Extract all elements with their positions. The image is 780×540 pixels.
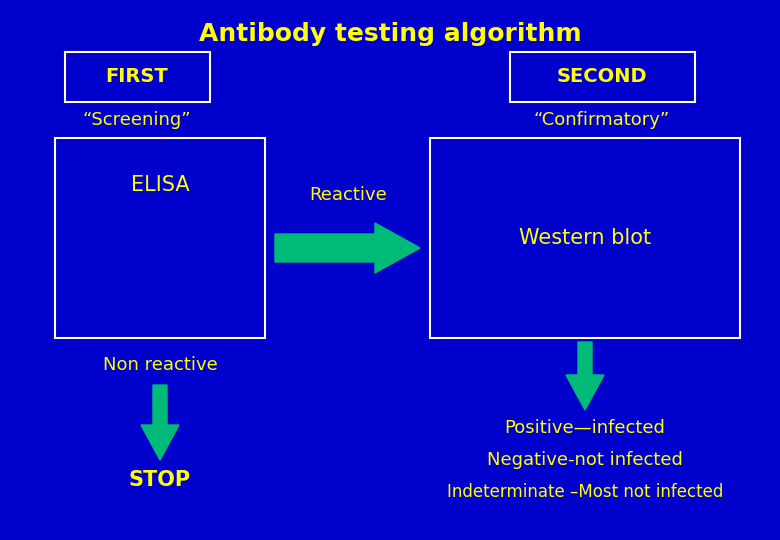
Text: Positive—infected: Positive—infected xyxy=(505,419,665,437)
Text: “Screening”: “Screening” xyxy=(83,111,191,129)
Bar xyxy=(55,138,265,338)
FancyArrow shape xyxy=(566,342,604,410)
Text: Reactive: Reactive xyxy=(309,186,387,204)
Bar xyxy=(430,138,740,338)
Text: Western blot: Western blot xyxy=(519,228,651,248)
Bar xyxy=(510,52,695,102)
FancyArrow shape xyxy=(275,223,420,273)
Text: Antibody testing algorithm: Antibody testing algorithm xyxy=(199,22,581,46)
Text: Negative-not infected: Negative-not infected xyxy=(487,451,683,469)
Text: SECOND: SECOND xyxy=(557,68,647,86)
Text: ELISA: ELISA xyxy=(131,175,190,195)
Text: STOP: STOP xyxy=(129,470,191,490)
Text: FIRST: FIRST xyxy=(105,68,168,86)
Text: “Confirmatory”: “Confirmatory” xyxy=(534,111,670,129)
FancyArrow shape xyxy=(141,385,179,460)
Text: Non reactive: Non reactive xyxy=(103,356,218,374)
Text: Indeterminate –Most not infected: Indeterminate –Most not infected xyxy=(447,483,723,501)
Bar xyxy=(65,52,210,102)
